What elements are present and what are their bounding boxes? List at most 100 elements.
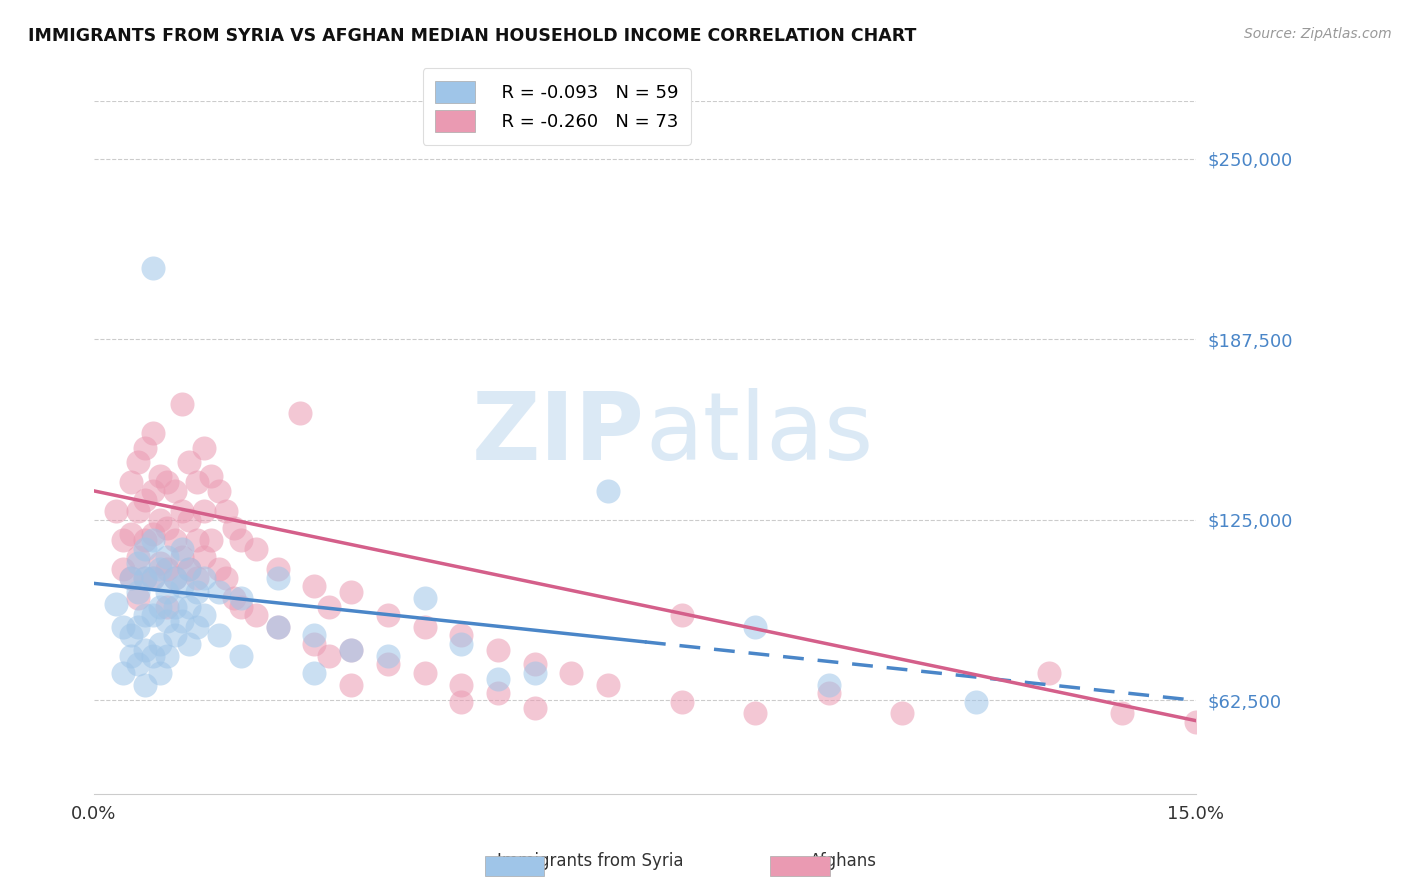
Point [340,643,363,657]
Point [104,597,127,611]
Text: Source: ZipAtlas.com: Source: ZipAtlas.com [1244,27,1392,41]
Point [134,608,156,623]
Point [1185,715,1208,730]
Point [134,541,156,556]
Point [172,397,194,411]
Point [598,677,620,691]
Point [149,637,172,651]
Point [112,562,135,576]
Point [127,504,149,518]
Point [340,677,363,691]
Point [193,441,215,455]
Point [523,700,546,714]
Point [134,571,156,585]
Point [318,648,340,663]
Point [149,469,172,483]
Point [179,637,201,651]
Point [413,665,436,680]
Point [127,657,149,672]
Point [149,556,172,570]
Point [156,521,179,535]
Point [163,599,186,614]
Text: Immigrants from Syria: Immigrants from Syria [498,852,683,870]
Point [172,614,194,628]
Point [127,550,149,565]
Point [193,608,215,623]
Point [134,643,156,657]
Point [156,562,179,576]
Point [142,426,165,441]
Point [744,620,766,634]
Point [163,571,186,585]
Point [450,628,472,642]
Point [120,628,142,642]
Point [208,483,231,498]
Point [120,527,142,541]
Point [186,571,208,585]
Point [288,406,311,420]
Point [222,521,245,535]
Point [208,628,231,642]
Point [172,541,194,556]
Point [229,599,252,614]
Text: ZIP: ZIP [472,388,645,480]
Point [208,562,231,576]
Point [266,571,288,585]
Point [134,441,156,455]
Point [163,483,186,498]
Point [377,657,399,672]
Point [200,469,222,483]
Point [304,628,326,642]
Point [120,475,142,490]
Point [304,579,326,593]
Point [229,591,252,605]
Point [208,585,231,599]
Point [142,648,165,663]
Point [163,628,186,642]
Text: atlas: atlas [645,388,873,480]
Point [127,455,149,469]
Point [450,637,472,651]
Point [560,665,582,680]
Point [156,585,179,599]
Point [598,483,620,498]
Legend:   R = -0.093   N = 59,   R = -0.260   N = 73: R = -0.093 N = 59, R = -0.260 N = 73 [423,68,690,145]
Point [186,475,208,490]
Point [186,585,208,599]
Point [163,571,186,585]
Point [1111,706,1133,721]
Point [104,504,127,518]
Point [523,657,546,672]
Point [179,562,201,576]
Point [179,562,201,576]
Point [229,648,252,663]
Point [179,455,201,469]
Point [215,571,238,585]
Point [245,541,267,556]
Point [222,591,245,605]
Point [193,571,215,585]
Point [156,614,179,628]
Point [486,643,509,657]
Point [965,695,987,709]
Point [413,620,436,634]
Point [266,620,288,634]
Point [744,706,766,721]
Point [245,608,267,623]
Point [229,533,252,547]
Point [134,492,156,507]
Point [112,665,135,680]
Point [156,550,179,565]
Point [120,571,142,585]
Point [142,571,165,585]
Point [266,562,288,576]
Point [172,504,194,518]
Point [127,620,149,634]
Point [149,513,172,527]
Point [186,620,208,634]
Point [891,706,914,721]
Point [142,261,165,276]
Point [112,533,135,547]
Text: IMMIGRANTS FROM SYRIA VS AFGHAN MEDIAN HOUSEHOLD INCOME CORRELATION CHART: IMMIGRANTS FROM SYRIA VS AFGHAN MEDIAN H… [28,27,917,45]
Point [193,550,215,565]
